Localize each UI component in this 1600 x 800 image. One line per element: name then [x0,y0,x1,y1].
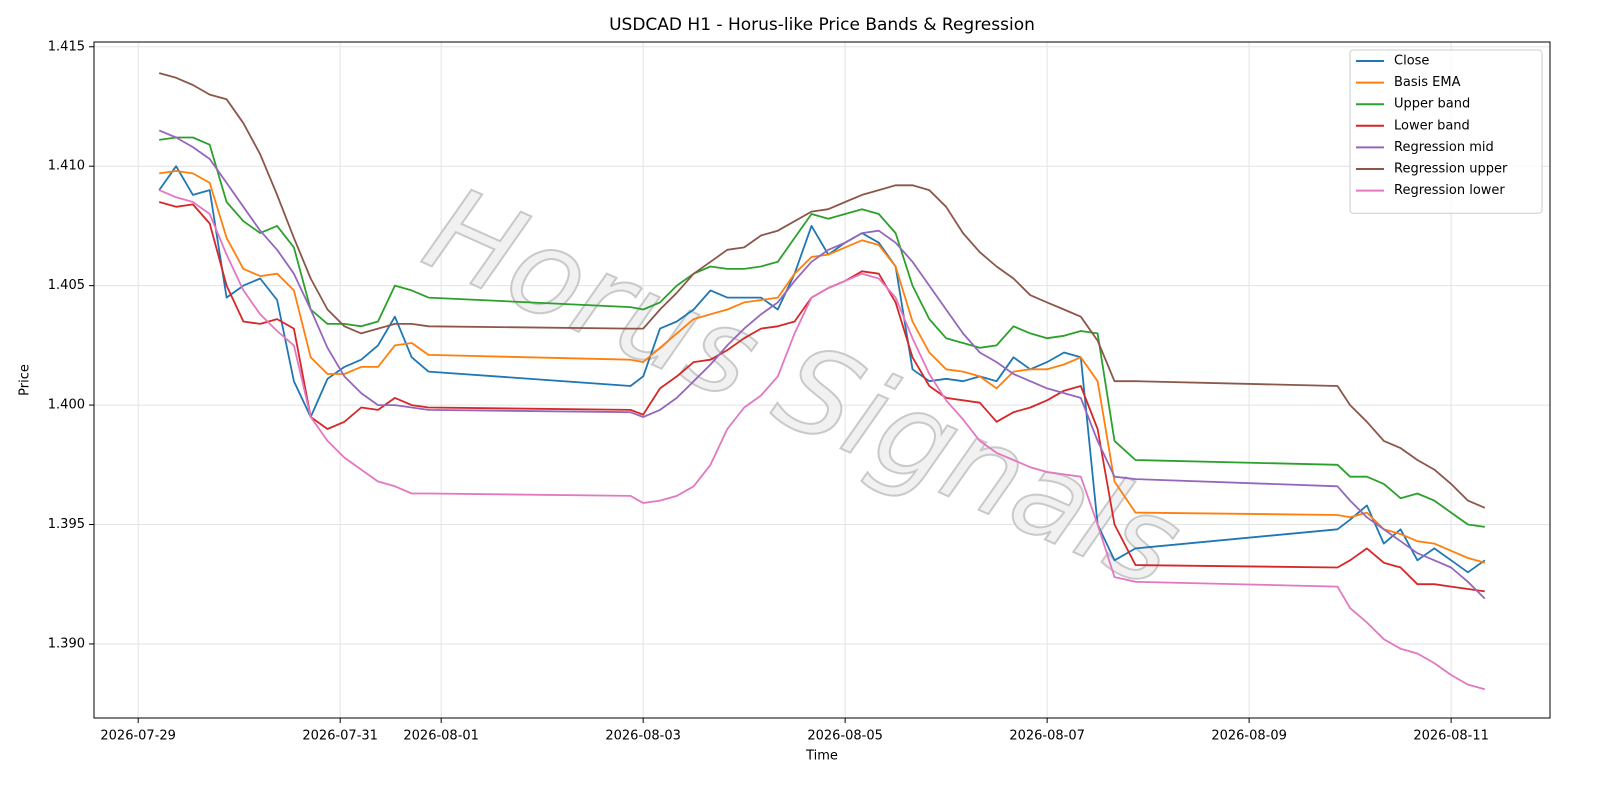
legend-label: Close [1394,54,1429,69]
series-line [158,165,1486,574]
chart-title: USDCAD H1 - Horus-like Price Bands & Reg… [609,15,1035,35]
x-tick-label: 2026-08-03 [605,729,681,744]
x-tick-label: 2026-08-09 [1211,729,1287,744]
x-tick-label: 2026-08-01 [403,729,479,744]
legend-label: Basis EMA [1394,75,1461,90]
y-tick-label: 1.405 [48,278,85,293]
y-tick-label: 1.395 [48,517,85,532]
legend-label: Lower band [1394,118,1470,133]
legend: Close Basis EMA Upper band Lower band Regres… [1349,49,1543,214]
legend-label: Regression lower [1394,183,1505,198]
x-tick-label: 2026-08-07 [1009,729,1085,744]
series-line [158,189,1486,691]
y-tick-label: 1.390 [48,636,85,651]
plot-lines [158,72,1486,691]
legend-label: Regression upper [1394,162,1508,177]
grid [94,42,1550,718]
y-axis-label: Price [18,364,33,396]
x-axis-label: Time [805,749,838,764]
series-line [158,129,1486,600]
x-tick-label: 2026-07-31 [302,729,378,744]
y-tick-label: 1.400 [48,398,85,413]
x-tick-label: 2026-08-11 [1413,729,1489,744]
x-tick-label: 2026-07-29 [100,729,176,744]
series-line [158,72,1486,509]
y-tick-label: 1.410 [48,159,85,174]
y-tick-label: 1.415 [48,39,85,54]
legend-label: Regression mid [1394,140,1494,155]
legend-label: Upper band [1394,97,1470,112]
legend-box [1349,49,1543,214]
series-line [159,136,1485,528]
x-tick-label: 2026-08-05 [807,729,883,744]
axes: 1.390 1.395 1.400 1.405 1.410 1.415 2026-07-29… [48,39,1489,743]
plot-frame [93,41,1551,719]
